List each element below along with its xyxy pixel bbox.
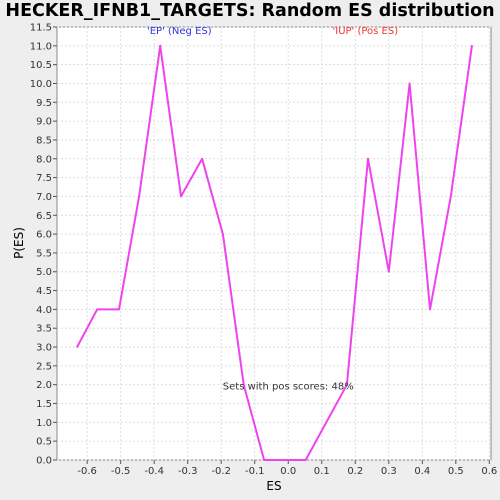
- x-tick-label: 0.2: [347, 466, 363, 477]
- data-point: [408, 82, 411, 85]
- x-tick-label: 0.5: [448, 466, 464, 477]
- data-point: [201, 157, 204, 160]
- axes: 0.0 0.5 1.0 1.5 2.0 2.5 3.0 3.5 4.0 4.5 5.0 5.5 6.0 6…: [30, 23, 498, 478]
- data-point: [367, 157, 369, 160]
- x-tick-label: 0.4: [414, 466, 430, 477]
- chart-annotation: Sets with pos scores: 48%: [223, 381, 354, 392]
- data-point: [242, 383, 245, 386]
- data-point: [76, 346, 79, 348]
- y-tick-label: 5.0: [36, 267, 52, 278]
- data-point: [138, 195, 141, 198]
- y-axis-label: P(ES): [12, 227, 26, 259]
- y-tick-label: 10.5: [30, 60, 52, 71]
- data-point: [263, 459, 266, 461]
- annotation-layer: 'EP' (Neg ES) 'IUP' (Pos ES) Sets with pos…: [147, 26, 398, 392]
- data-point: [470, 44, 473, 47]
- y-tick-label: 0.5: [36, 437, 52, 448]
- y-tick-label: 7.0: [36, 192, 52, 203]
- y-tick-label: 11.5: [30, 23, 52, 34]
- y-tick-label: 8.0: [36, 154, 52, 165]
- x-tick-label: -0.5: [111, 466, 131, 477]
- y-tick-label: 11.0: [30, 41, 52, 52]
- data-point: [345, 383, 348, 386]
- data-point: [449, 195, 452, 198]
- x-tick-label: -0.4: [144, 466, 164, 477]
- y-tick-label: 4.5: [36, 286, 52, 297]
- chart-annotation: 'IUP' (Pos ES): [333, 26, 399, 37]
- data-point: [387, 270, 390, 273]
- x-tick-label: -0.6: [77, 466, 97, 477]
- y-tick-label: 9.0: [36, 117, 52, 128]
- y-tick-label: 6.0: [36, 230, 52, 241]
- data-point: [304, 459, 307, 461]
- data-point: [429, 308, 431, 311]
- data-point: [96, 308, 99, 311]
- x-tick-label: 0.1: [314, 466, 330, 477]
- x-tick-label: 0.0: [280, 466, 296, 477]
- data-point: [283, 459, 286, 461]
- data-point: [159, 44, 162, 47]
- y-tick-label: 0.0: [36, 456, 52, 467]
- x-tick-label: -0.1: [245, 466, 265, 477]
- x-tick-label: -0.3: [178, 466, 198, 477]
- y-tick-label: 1.5: [36, 399, 52, 410]
- y-tick-label: 2.0: [36, 380, 52, 391]
- y-tick-label: 10.0: [30, 79, 52, 90]
- y-tick-label: 2.5: [36, 361, 52, 372]
- chart-title: HECKER_IFNB1_TARGETS: Random ES distribu…: [5, 1, 495, 21]
- data-point: [180, 195, 182, 198]
- data-point: [118, 308, 120, 311]
- y-tick-label: 3.5: [36, 324, 52, 335]
- y-tick-label: 1.0: [36, 418, 52, 429]
- y-tick-label: 6.5: [36, 211, 52, 222]
- y-tick-label: 3.0: [36, 343, 52, 354]
- y-tick-label: 7.5: [36, 173, 52, 184]
- x-axis-label: ES: [266, 479, 281, 493]
- y-tick-label: 8.5: [36, 135, 52, 146]
- y-tick-label: 5.5: [36, 248, 52, 259]
- chart-annotation: 'EP' (Neg ES): [147, 26, 212, 37]
- x-tick-label: -0.2: [211, 466, 231, 477]
- y-tick-label: 9.5: [36, 98, 52, 109]
- y-tick-label: 4.0: [36, 305, 52, 316]
- x-tick-label: 0.6: [481, 466, 497, 477]
- x-tick-label: 0.3: [381, 466, 397, 477]
- series-layer: [76, 44, 473, 461]
- data-point: [221, 233, 224, 235]
- plot-area: [56, 26, 492, 461]
